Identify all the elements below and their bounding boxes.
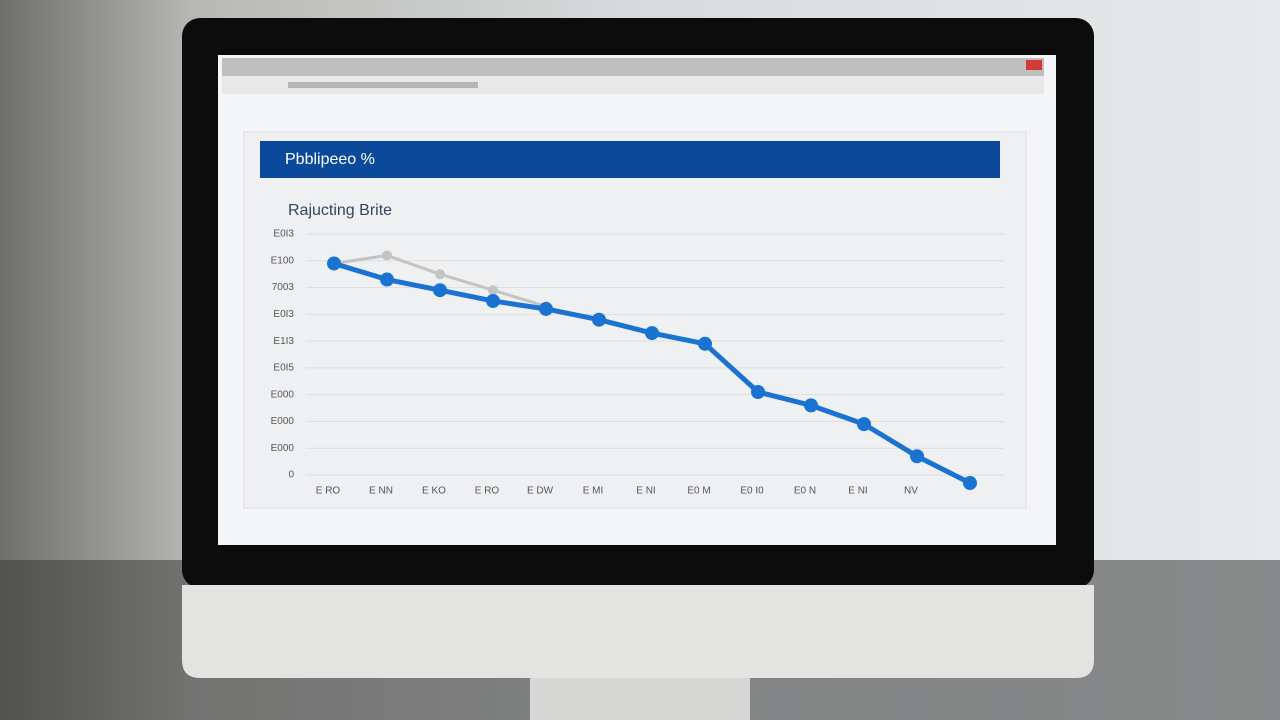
data-point [963,476,977,491]
y-tick-label: E000 [271,416,295,427]
chart-title: Rajucting Brite [288,202,392,219]
close-button[interactable] [1026,60,1042,70]
y-tick-label: 0 [288,470,294,481]
y-tick-label: E0I5 [273,363,294,374]
y-tick-label: 7003 [272,282,295,293]
data-point [698,336,712,351]
data-point [433,283,447,298]
data-point [592,312,606,327]
data-point [380,272,394,287]
plot: 0 E000 E000 E000 E0I5 E1I3 E0I3 7003 E100 E0I3 E R… [271,229,1004,497]
y-tick-label: E0I3 [273,309,294,320]
data-point [910,449,924,464]
address-bar[interactable] [222,76,1044,94]
browser-tabbar [222,58,1044,76]
x-tick-label: NV [904,486,918,497]
x-tick-label: E MI [583,486,604,497]
x-tick-label: E RO [475,486,500,497]
data-point [488,285,498,296]
x-tick-label: E NI [636,486,655,497]
header-bar [260,141,1000,178]
monitor-chin [182,585,1094,678]
y-tick-label: E1I3 [273,336,294,347]
y-tick-label: E0I3 [273,229,294,240]
y-tick-label: E000 [271,389,295,400]
data-point [327,256,341,271]
data-point [382,250,392,261]
x-tick-label: E KO [422,486,446,497]
header-title: Pbblipeeo % [285,151,375,168]
y-tick-label: E100 [271,255,295,266]
x-tick-label: E RO [316,486,341,497]
data-point [539,301,553,316]
x-tick-label: E NN [369,486,393,497]
x-tick-label: E DW [527,486,554,497]
x-tick-label: E0 I0 [740,486,764,497]
x-tick-label: E0 N [794,486,816,497]
data-point [645,326,659,341]
data-point [751,384,765,399]
y-tick-label: E000 [271,443,295,454]
x-tick-label: E NI [848,486,867,497]
data-point [486,293,500,308]
x-tick-label: E0 M [687,486,710,497]
data-point [435,269,445,280]
data-point [857,417,871,432]
url [288,82,478,88]
data-point [804,398,818,413]
